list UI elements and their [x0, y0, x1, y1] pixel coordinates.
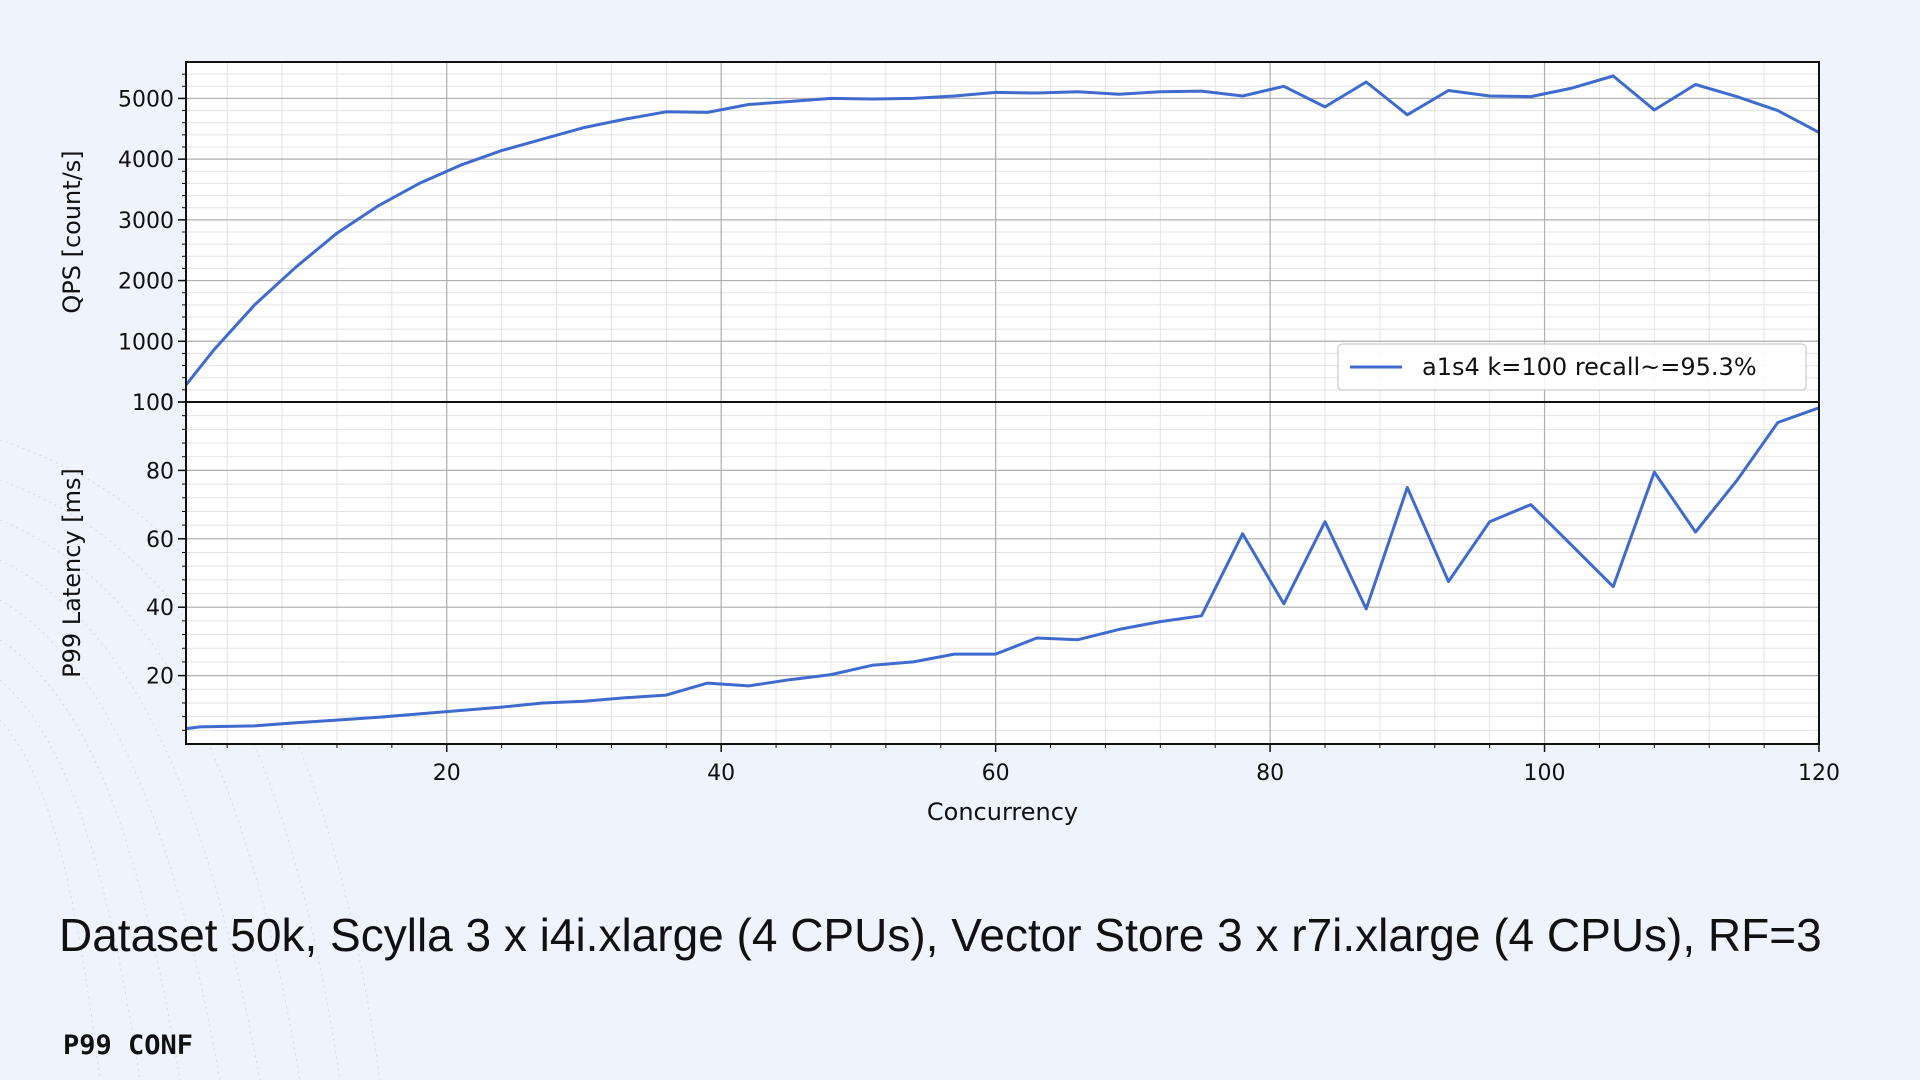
qps-panel: 0 1000 2000 3000 4000 5000 QPS [count/s] a1s4 k… [58, 61, 1820, 416]
latency-x-tick-label: 100 [1524, 761, 1566, 786]
latency-y-axis-label: P99 Latency [ms] [58, 468, 86, 678]
latency-series-line [185, 406, 1820, 731]
qps-series-line [184, 74, 1820, 386]
latency-y-tick-label: 80 [146, 459, 174, 484]
qps-y-tick-label: 2000 [118, 270, 174, 295]
qps-y-tick-label: 0 [160, 391, 174, 416]
latency-x-tick-label: 120 [1798, 761, 1840, 786]
latency-x-axis-label: Concurrency [927, 798, 1078, 826]
qps-y-axis-label: QPS [count/s] [58, 150, 86, 313]
qps-y-tick-label: 1000 [118, 330, 174, 355]
latency-y-tick-label: 20 [146, 665, 174, 690]
qps-y-tick-label: 4000 [118, 148, 174, 173]
slide-caption: Dataset 50k, Scylla 3 x i4i.xlarge (4 CP… [59, 909, 1822, 961]
latency-x-tick-label: 20 [433, 761, 461, 786]
legend-box [1337, 343, 1807, 391]
latency-x-tick-label: 60 [982, 761, 1010, 786]
latency-x-tick-label: 80 [1256, 761, 1284, 786]
latency-x-tick-label: 40 [707, 761, 735, 786]
legend-label: a1s4 k=100 recall~=95.3% [1422, 353, 1757, 381]
p99-conf-logo: P99 CONF [63, 1030, 194, 1061]
latency-y-tick-label: 100 [132, 391, 174, 416]
latency-y-tick-label: 60 [146, 528, 174, 553]
latency-plot-area [186, 402, 1819, 744]
qps-y-tick-label: 5000 [118, 87, 174, 112]
latency-frame [185, 401, 1820, 745]
latency-y-tick-label: 40 [146, 596, 174, 621]
qps-y-tick-label: 3000 [118, 209, 174, 234]
latency-panel: 20 40 60 80 100 20 40 60 80 100 120 P99 Latency [ms… [58, 391, 1840, 826]
